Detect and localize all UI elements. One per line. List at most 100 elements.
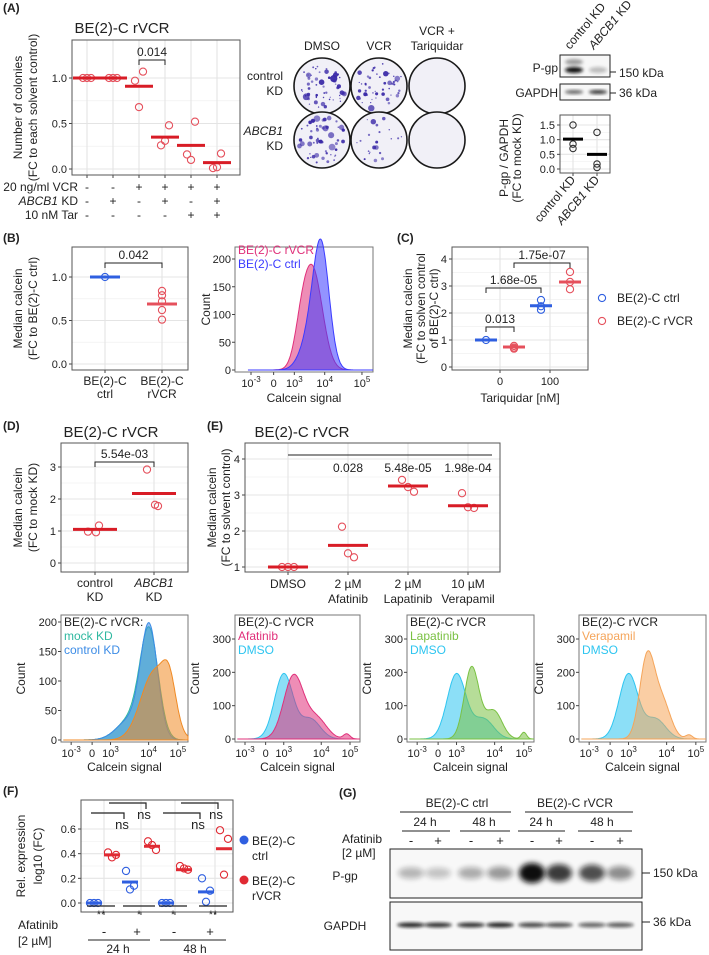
colony bbox=[367, 133, 371, 137]
colony bbox=[337, 126, 339, 128]
colony bbox=[315, 93, 318, 97]
label-part: 3 bbox=[460, 745, 465, 754]
data-point bbox=[134, 102, 144, 112]
y-tick-label: 300 bbox=[557, 634, 575, 646]
colony bbox=[400, 75, 402, 78]
legend-entry: BE(2)-C bbox=[252, 874, 296, 888]
legend-entry: control KD bbox=[64, 643, 120, 657]
label-part: ABCB1 bbox=[243, 124, 283, 138]
significance-bracket bbox=[485, 287, 542, 293]
x-tick-label: 10-3 bbox=[241, 375, 261, 390]
significance-bracket bbox=[138, 59, 166, 65]
blot-frame bbox=[559, 83, 611, 101]
y-axis-label: of BE(2)-C ctrl) bbox=[427, 268, 441, 348]
data-point bbox=[569, 121, 577, 129]
plot-area bbox=[72, 247, 188, 370]
legend-entry: mock KD bbox=[64, 629, 113, 643]
treatment-sign: - bbox=[409, 833, 413, 848]
colony bbox=[338, 76, 341, 79]
x-axis-label: Calcein signal bbox=[605, 760, 680, 774]
y-tick-label: 3 bbox=[234, 490, 240, 502]
histogram-area bbox=[409, 665, 534, 740]
colony bbox=[367, 150, 370, 152]
colony bbox=[315, 83, 318, 86]
colony bbox=[400, 136, 403, 138]
x-tick-label: 104 bbox=[140, 745, 157, 760]
colony-plate bbox=[408, 111, 466, 169]
data-point bbox=[157, 291, 167, 300]
x-tick-label: 0 bbox=[435, 748, 441, 760]
colony bbox=[339, 97, 341, 100]
condition-sign: + bbox=[187, 180, 194, 194]
x-tick-label: 104 bbox=[316, 375, 333, 390]
data-point bbox=[197, 874, 207, 883]
y-tick-label: 50 bbox=[45, 706, 57, 718]
colony bbox=[366, 75, 370, 78]
data-point bbox=[223, 834, 233, 844]
colony bbox=[364, 82, 367, 85]
data-point bbox=[157, 305, 167, 315]
plate-dish bbox=[350, 111, 408, 169]
colony bbox=[375, 92, 379, 96]
colony bbox=[306, 92, 311, 97]
plot-title: BE(2)-C rVCR bbox=[74, 20, 169, 37]
histogram-area bbox=[237, 673, 360, 740]
colony bbox=[310, 74, 312, 76]
y-axis-label: P-gp / GAPDH bbox=[497, 119, 511, 197]
colony bbox=[332, 99, 334, 101]
colony bbox=[356, 142, 358, 144]
condition-sign: - bbox=[137, 194, 141, 208]
colony bbox=[339, 100, 342, 102]
plot-border bbox=[244, 442, 501, 573]
colony bbox=[334, 83, 337, 85]
y-axis-label: Count bbox=[360, 662, 374, 695]
p-value-label: 1.75e-07 bbox=[518, 248, 566, 262]
plot-border bbox=[451, 246, 589, 371]
condition-sign: + bbox=[161, 180, 168, 194]
label-part: ABCB1 bbox=[18, 194, 58, 208]
treatment-sign: - bbox=[102, 924, 106, 939]
colony bbox=[326, 115, 332, 121]
colony bbox=[385, 97, 390, 102]
colony bbox=[322, 85, 325, 88]
p-value-label: 0.014 bbox=[137, 45, 167, 59]
colony bbox=[357, 70, 362, 75]
panel-a-colony-plot: 0.0 0.5 1.0 Number of colonies (FC to each s… bbox=[3, 20, 241, 222]
histogram-area bbox=[247, 238, 373, 371]
blot-frame bbox=[559, 54, 611, 78]
y-axis-label: Rel. expression bbox=[14, 815, 28, 898]
condition-sign: - bbox=[163, 208, 167, 222]
colony bbox=[307, 141, 313, 147]
data-point bbox=[208, 163, 218, 173]
label-part: 0 bbox=[263, 748, 269, 760]
label-part: KD bbox=[103, 0, 123, 3]
y-tick-label: 200 bbox=[213, 667, 231, 679]
x-tick-label: 10-3 bbox=[407, 745, 427, 760]
label-part: KD bbox=[58, 194, 78, 208]
label-part: 4 bbox=[153, 745, 158, 754]
x-category-label: rVCR bbox=[147, 387, 177, 401]
protein-band bbox=[578, 922, 606, 928]
label-part: 10 bbox=[169, 748, 181, 760]
plot-title: BE(2)-C rVCR bbox=[63, 424, 158, 441]
legend-title: BE(2)-C rVCR bbox=[410, 615, 486, 629]
panel-label: (A) bbox=[3, 1, 20, 15]
data-point bbox=[190, 117, 200, 126]
legend-entry: ctrl bbox=[252, 849, 268, 863]
treatment-sign: + bbox=[434, 833, 442, 848]
x-tick-label: 0 bbox=[607, 748, 613, 760]
colony bbox=[383, 70, 389, 77]
data-point bbox=[409, 487, 419, 496]
data-point bbox=[343, 549, 353, 558]
colony bbox=[374, 90, 376, 93]
colony bbox=[392, 83, 394, 85]
blot-row-label: GAPDH bbox=[515, 86, 558, 100]
colony bbox=[300, 127, 303, 130]
y-tick-label: 100 bbox=[213, 310, 231, 322]
label-part: 10 bbox=[140, 748, 152, 760]
colony bbox=[307, 87, 311, 90]
protein-band bbox=[589, 90, 607, 94]
